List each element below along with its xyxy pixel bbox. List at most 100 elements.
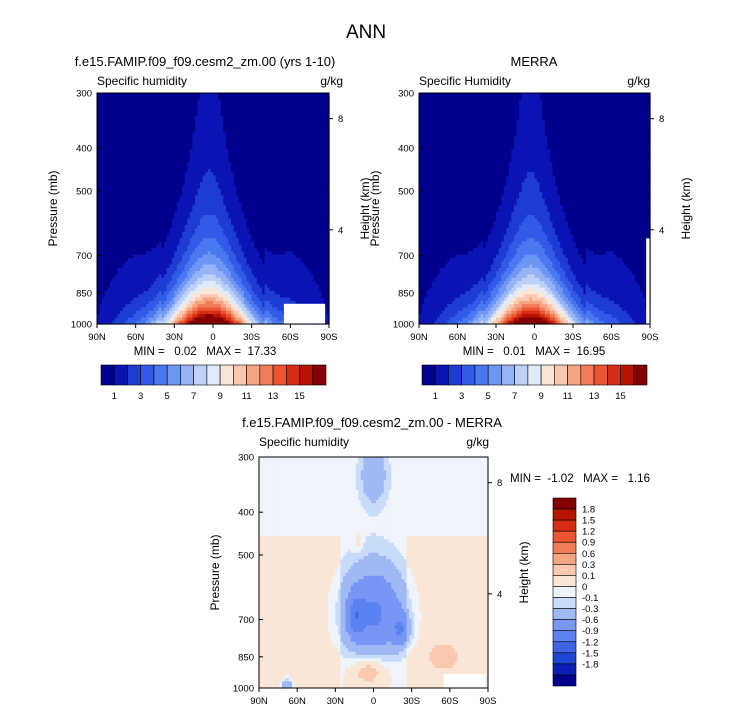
contour-cell [122,112,126,117]
contour-cell [269,149,273,153]
contour-cell [285,155,289,160]
contour-cell [109,132,114,137]
contour-cell [109,109,114,114]
contour-cell [145,142,150,147]
contour-cell [164,132,168,137]
contour-cell [220,132,224,137]
contour-cell [143,96,147,101]
contour-cell [236,129,240,134]
contour-cell [148,106,152,111]
contour-cell [187,102,191,107]
contour-cell [122,102,126,107]
contour-cell [166,109,170,114]
contour-cell [261,126,266,130]
contour-cell [179,102,183,107]
contour-cell [308,152,312,157]
contour-cell [184,142,188,147]
contour-cell [225,155,230,160]
contour-cell [251,106,255,111]
contour-cell [102,119,106,124]
contour-cell [323,96,328,101]
contour-cell [321,142,325,147]
contour-cell [171,96,175,101]
contour-cell [117,106,121,111]
contour-cell [133,102,137,107]
contour-cell [171,93,175,97]
contour-cell [109,116,114,120]
contour-cell [184,132,188,137]
contour-cell [210,126,214,130]
contour-cell [267,132,271,137]
contour-cell [189,93,193,97]
contour-cell [138,109,142,114]
contour-cell [241,122,245,127]
contour-cell [145,129,150,134]
contour-cell [300,139,304,144]
contour-cell [122,159,126,163]
contour-cell [290,149,294,153]
contour-cell [140,139,144,144]
contour-cell [267,149,271,153]
contour-cell [233,129,237,134]
contour-cell [220,93,224,97]
contour-cell [228,112,232,117]
contour-cell [133,122,137,127]
contour-cell [323,93,328,97]
contour-cell [156,102,160,107]
contour-cell [256,112,260,117]
contour-cell [321,109,325,114]
contour-cell [145,145,150,150]
contour-cell [192,129,196,134]
contour-cell [318,102,322,107]
contour-cell [298,139,302,144]
contour-cell [280,116,284,120]
contour-cell [238,129,242,134]
contour-cell [269,119,273,124]
contour-cell [300,126,304,130]
contour-cell [156,109,160,114]
contour-cell [290,139,294,144]
contour-cell [202,119,206,124]
contour-cell [112,116,116,120]
contour-cell [272,116,276,120]
contour-cell [264,155,268,160]
contour-cell [205,135,209,140]
contour-cell [107,122,111,127]
contour-cell [272,112,276,117]
contour-cell [125,99,129,104]
contour-cell [215,139,219,144]
contour-cell [202,142,206,147]
contour-cell [282,116,286,120]
contour-cell [251,145,255,150]
contour-cell [109,139,114,144]
contour-cell [148,119,152,124]
contour-cell [151,109,155,114]
contour-cell [143,135,147,140]
contour-cell [220,152,224,157]
contour-cell [223,96,227,101]
contour-cell [176,142,181,147]
contour-cell [99,135,103,140]
contour-cell [158,116,163,120]
contour-cell [135,139,139,144]
contour-cell [231,102,235,107]
contour-cell [182,122,186,127]
contour-cell [218,139,222,144]
contour-cell [112,155,116,160]
contour-cell [218,119,222,124]
contour-cell [213,152,217,157]
contour-cell [187,122,191,127]
contour-cell [243,129,248,134]
contour-cell [182,132,186,137]
contour-cell [166,102,170,107]
contour-cell [287,119,291,124]
contour-cell [140,106,144,111]
contour-cell [313,139,317,144]
contour-cell [241,93,245,97]
contour-cell [236,102,240,107]
contour-cell [187,126,191,130]
contour-cell [112,106,116,111]
contour-cell [135,93,139,97]
contour-cell [310,152,315,157]
contour-cell [107,112,111,117]
